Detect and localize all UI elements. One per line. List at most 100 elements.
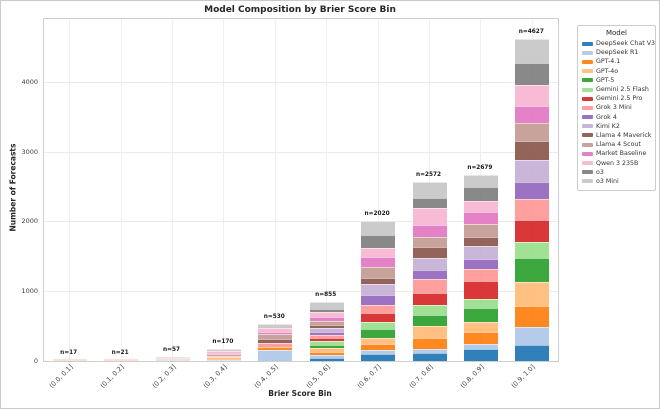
x-tick-label: (0.9, 1.0]	[510, 363, 537, 390]
x-tick-label: (0.0, 0.1]	[47, 363, 75, 390]
bar-segment-GPT-4o	[412, 326, 447, 338]
bar-segment-Llama 4 Maverick	[258, 339, 293, 344]
bar-segment-o3 Mini	[155, 356, 190, 358]
legend-swatch-icon	[582, 96, 593, 101]
legend-swatch-icon	[582, 151, 593, 156]
bar-segment-Gemini 2.5 Flash	[309, 341, 344, 346]
bar-segment-GPT-4o	[52, 360, 87, 361]
x-axis-label: Brier Score Bin	[268, 389, 332, 398]
bar-segment-DeepSeek R1	[206, 359, 241, 361]
bar-segment-Llama 4 Scout	[206, 353, 241, 356]
bar-segment-Qwen 3 235B	[463, 200, 498, 213]
bar-segment-Llama 4 Scout	[412, 236, 447, 248]
bar-segment-Llama 4 Maverick	[412, 247, 447, 258]
bar-segment-DeepSeek Chat V3	[309, 358, 344, 361]
bar-segment-GPT-5	[361, 328, 396, 338]
bar-(0.4, 0.5]	[258, 324, 293, 361]
legend-swatch-icon	[582, 41, 593, 46]
x-tick-label: (0.4, 0.5]	[253, 363, 280, 390]
y-tick-label: 1000	[21, 286, 38, 295]
legend-swatch-icon	[582, 133, 593, 138]
legend-item-label: Gemini 2.5 Flash	[596, 86, 649, 94]
bar-(0.7, 0.8]	[412, 182, 447, 361]
bar-segment-Qwen 3 235B	[412, 208, 447, 225]
bar-segment-Llama 4 Scout	[361, 266, 396, 278]
bar-segment-Gemini 2.5 Pro	[412, 292, 447, 305]
bar-segment-Grok 4	[515, 181, 550, 199]
x-gridline	[172, 19, 173, 361]
legend-item-DeepSeek R1: DeepSeek R1	[582, 48, 651, 57]
bar-segment-GPT-4.1	[309, 351, 344, 356]
x-tick-label: (0.6, 0.7]	[355, 363, 383, 390]
bar-segment-Market Baseline	[206, 352, 241, 354]
bar-segment-Gemini 2.5 Pro	[361, 312, 396, 323]
bar-segment-Qwen 3 235B	[361, 247, 396, 258]
y-axis-label: Number of Forecasts	[8, 143, 18, 232]
bar-segment-Qwen 3 235B	[206, 350, 241, 353]
bar-segment-o3	[361, 234, 396, 248]
legend-item-label: DeepSeek Chat V3	[596, 40, 656, 48]
bar-segment-Grok 4	[309, 331, 344, 335]
x-gridline	[120, 19, 122, 361]
y-tick-label: 0	[33, 356, 38, 365]
legend-item-Gemini 2.5 Flash: Gemini 2.5 Flash	[582, 85, 651, 94]
legend-item-label: Llama 4 Maverick	[596, 131, 652, 139]
bar-segment-Qwen 3 235B	[309, 311, 344, 317]
bar-segment-Kimi K2	[412, 257, 447, 271]
bar-segment-Gemini 2.5 Pro	[309, 338, 344, 342]
legend-item-label: GPT-5	[596, 76, 615, 84]
x-tick-label: (0.2, 0.3]	[150, 363, 178, 390]
bar-segment-Market Baseline	[463, 212, 498, 225]
legend-swatch-icon	[582, 59, 593, 64]
x-tick-label: (0.7, 0.8]	[407, 363, 435, 390]
bar-segment-DeepSeek R1	[463, 343, 498, 350]
bar-segment-Kimi K2	[515, 160, 550, 182]
legend-swatch-icon	[582, 142, 593, 147]
legend-item-o3: o3	[582, 168, 651, 177]
bar-segment-GPT-4.1	[206, 358, 241, 360]
bar-segment-o3 Mini	[412, 182, 447, 199]
legend-item-label: Gemini 2.5 Pro	[596, 95, 643, 103]
x-gridline	[69, 19, 71, 361]
bar-segment-o3 Mini	[52, 359, 87, 360]
bar-segment-GPT-4.1	[361, 344, 396, 351]
bar-segment-Gemini 2.5 Pro	[515, 220, 550, 243]
bar-segment-Gemini 2.5 Flash	[463, 299, 498, 309]
bar-segment-Qwen 3 235B	[155, 357, 190, 359]
y-gridline	[44, 151, 558, 153]
bar-segment-Market Baseline	[412, 224, 447, 237]
bar-count-label: n=4627	[518, 29, 544, 36]
legend-item-GPT-4.1: GPT-4.1	[582, 57, 651, 66]
bar-(0.2, 0.3]	[155, 356, 190, 361]
bar-segment-GPT-5	[309, 345, 344, 349]
legend-item-label: Grok 3 Mini	[596, 104, 632, 112]
bar-count-label: n=170	[212, 339, 234, 346]
bar-count-label: n=530	[263, 314, 285, 321]
legend-swatch-icon	[582, 179, 593, 184]
legend-item-Qwen 3 235B: Qwen 3 235B	[582, 158, 651, 167]
x-gridline	[326, 19, 328, 361]
bar-count-label: n=2572	[415, 172, 442, 179]
bar-(0.6, 0.7]	[361, 220, 396, 361]
bar-segment-GPT-5	[515, 258, 550, 283]
bar-segment-Gemini 2.5 Flash	[412, 304, 447, 315]
bar-segment-DeepSeek R1	[309, 355, 344, 359]
bar-segment-Llama 4 Maverick	[361, 277, 396, 285]
legend-item-Grok 3 Mini: Grok 3 Mini	[582, 103, 651, 112]
legend-item-label: o3	[596, 168, 604, 176]
bar-segment-GPT-4o	[104, 360, 139, 361]
bar-segment-Grok 3 Mini	[258, 343, 293, 348]
legend-item-DeepSeek Chat V3: DeepSeek Chat V3	[582, 39, 655, 48]
legend-item-label: Kimi K2	[596, 122, 620, 130]
legend-swatch-icon	[582, 105, 593, 110]
legend-item-label: Market Baseline	[596, 150, 647, 158]
legend-item-Llama 4 Maverick: Llama 4 Maverick	[582, 131, 651, 140]
bar-segment-Grok 4	[463, 259, 498, 270]
legend-item-o3 Mini: o3 Mini	[582, 177, 651, 186]
bar-segment-Grok 3 Mini	[309, 334, 344, 339]
bar-segment-GPT-4o	[463, 322, 498, 333]
legend-item-Market Baseline: Market Baseline	[582, 149, 651, 158]
legend-items: DeepSeek Chat V3 DeepSeek R1 GPT-4.1 GPT-4o…	[582, 39, 655, 186]
legend-swatch-icon	[582, 50, 593, 55]
x-tick-label: (0.1, 0.2]	[98, 363, 126, 390]
